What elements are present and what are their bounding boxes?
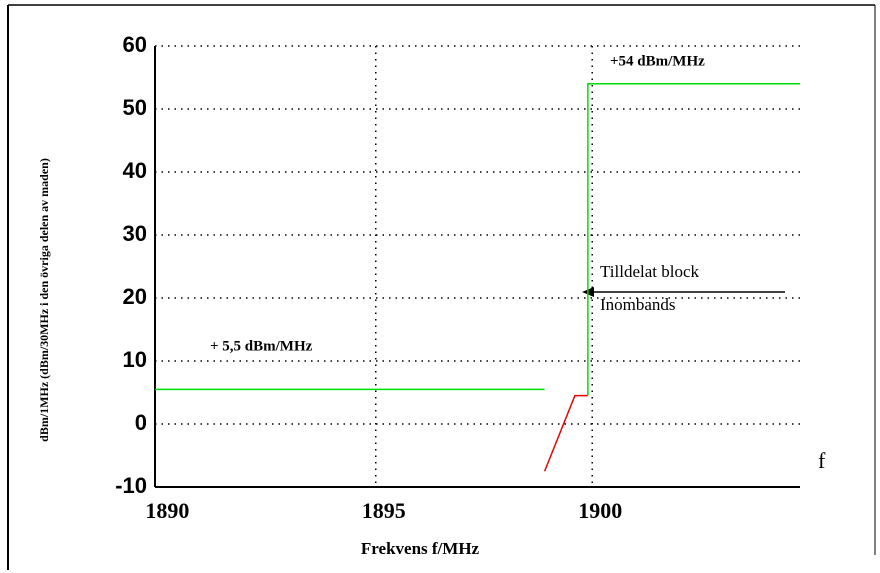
annotation: + 5,5 dBm/MHz [210, 338, 313, 354]
line [543, 394, 588, 472]
annotation: f [818, 448, 826, 473]
line [587, 83, 800, 396]
x-tick-label: 1900 [578, 498, 622, 523]
y-tick-label: 0 [135, 410, 147, 435]
y-axis-label: dBm/1MHz (dBm/30MHz i den övriga delen a… [37, 158, 51, 442]
y-tick-label: -10 [115, 473, 147, 498]
y-tick-label: 40 [123, 158, 147, 183]
y-tick-label: 50 [123, 95, 147, 120]
x-tick-label: 1895 [362, 498, 406, 523]
x-tick-label: 1890 [145, 498, 189, 523]
annotation: Tilldelat block [600, 262, 700, 281]
x-axis-label: Frekvens f/MHz [361, 539, 480, 558]
annotation: Inombands [600, 295, 676, 314]
annotation: +54 dBm/MHz [610, 53, 705, 69]
y-tick-label: 20 [123, 284, 147, 309]
y-tick-label: 60 [123, 32, 147, 57]
y-tick-label: 10 [123, 347, 147, 372]
y-tick-label: 30 [123, 221, 147, 246]
